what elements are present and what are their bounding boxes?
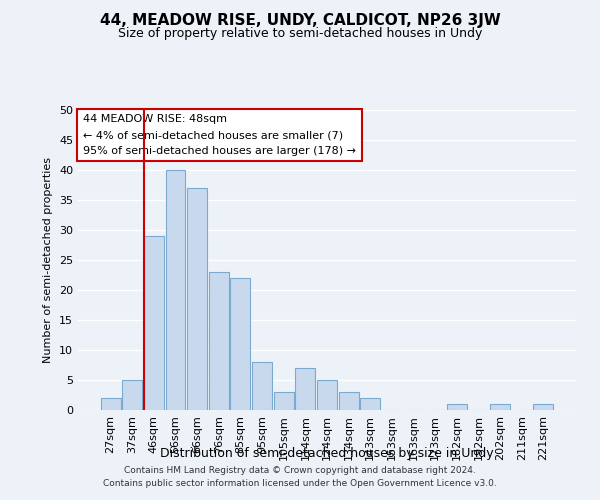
Text: 44, MEADOW RISE, UNDY, CALDICOT, NP26 3JW: 44, MEADOW RISE, UNDY, CALDICOT, NP26 3J… xyxy=(100,12,500,28)
Bar xyxy=(144,236,164,410)
Bar xyxy=(252,362,272,410)
Bar xyxy=(533,404,553,410)
Bar xyxy=(209,272,229,410)
Bar xyxy=(274,392,293,410)
Bar xyxy=(361,398,380,410)
Bar xyxy=(317,380,337,410)
Bar xyxy=(490,404,510,410)
Bar xyxy=(447,404,467,410)
Bar xyxy=(166,170,185,410)
Bar xyxy=(338,392,359,410)
Text: Distribution of semi-detached houses by size in Undy: Distribution of semi-detached houses by … xyxy=(160,448,494,460)
Text: Size of property relative to semi-detached houses in Undy: Size of property relative to semi-detach… xyxy=(118,28,482,40)
Y-axis label: Number of semi-detached properties: Number of semi-detached properties xyxy=(43,157,53,363)
Text: Contains HM Land Registry data © Crown copyright and database right 2024.
Contai: Contains HM Land Registry data © Crown c… xyxy=(103,466,497,487)
Text: 44 MEADOW RISE: 48sqm
← 4% of semi-detached houses are smaller (7)
95% of semi-d: 44 MEADOW RISE: 48sqm ← 4% of semi-detac… xyxy=(83,114,356,156)
Bar xyxy=(230,278,250,410)
Bar xyxy=(187,188,207,410)
Bar xyxy=(295,368,316,410)
Bar xyxy=(101,398,121,410)
Bar xyxy=(122,380,142,410)
